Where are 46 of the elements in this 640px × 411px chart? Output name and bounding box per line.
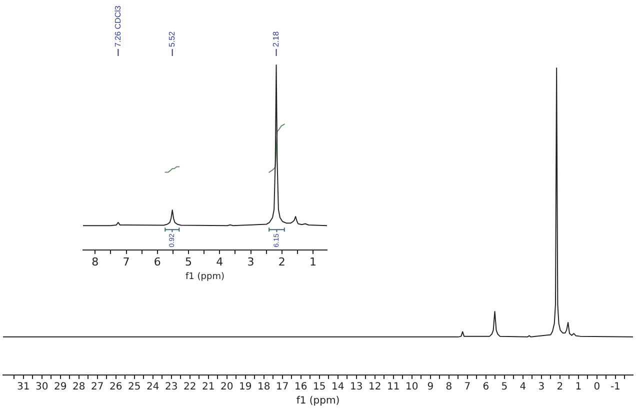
x-tick-label: 27 — [90, 382, 104, 393]
x-tick-label: 6 — [154, 255, 161, 268]
x-tick-label: 18 — [258, 382, 270, 393]
x-tick-label: 29 — [54, 382, 67, 393]
annotation: 7.26 CDCl3 — [113, 5, 122, 47]
x-tick-label: 28 — [72, 382, 86, 393]
x-tick-label: 2 — [556, 382, 564, 393]
x-tick-label: 4 — [520, 382, 526, 393]
x-tick-label: 17 — [276, 382, 289, 393]
x-tick-label: 2 — [278, 255, 286, 268]
x-tick-label: 30 — [35, 382, 48, 393]
x-tick-label: 12 — [368, 382, 382, 393]
x-tick-label: 5 — [185, 255, 192, 268]
annotation: 5.52 — [168, 30, 177, 47]
x-tick-label: 7 — [122, 255, 130, 268]
x-axis-title: f1 (ppm) — [296, 396, 340, 407]
x-tick-label: 5 — [501, 382, 508, 393]
x-tick-label: 4 — [216, 255, 224, 268]
x-tick-label: 3 — [538, 382, 545, 393]
x-tick-label: 24 — [146, 382, 160, 393]
x-tick-label: 6 — [482, 382, 490, 393]
annotation: 2.18 — [271, 30, 280, 47]
x-tick-label: 22 — [184, 382, 196, 393]
x-tick-label: 7 — [464, 382, 471, 393]
x-tick-label: 15 — [313, 382, 326, 393]
x-tick-label: 21 — [202, 382, 215, 393]
x-tick-label: 9 — [427, 382, 434, 393]
x-tick-label: 3 — [247, 255, 254, 268]
x-tick-label: 16 — [294, 382, 308, 393]
x-tick-label: 14 — [332, 382, 344, 393]
x-tick-label: 8 — [92, 255, 99, 268]
x-tick-label: 0 — [594, 382, 600, 393]
x-tick-label: 26 — [109, 382, 122, 393]
x-tick-label: 19 — [239, 382, 252, 393]
x-tick-label: 13 — [350, 382, 363, 393]
x-tick-label: 1 — [309, 255, 316, 268]
x-tick-label: -1 — [610, 382, 620, 393]
x-tick-label: 23 — [165, 382, 178, 393]
x-tick-label: 8 — [446, 382, 452, 393]
x-tick-label: 25 — [128, 382, 141, 393]
x-axis-title: f1 (ppm) — [186, 272, 224, 282]
x-tick-label: 11 — [387, 382, 400, 393]
x-tick-label: 20 — [220, 382, 234, 393]
x-tick-label: 10 — [406, 382, 418, 393]
x-tick-label: 31 — [16, 382, 30, 393]
x-tick-label: 1 — [575, 382, 582, 393]
